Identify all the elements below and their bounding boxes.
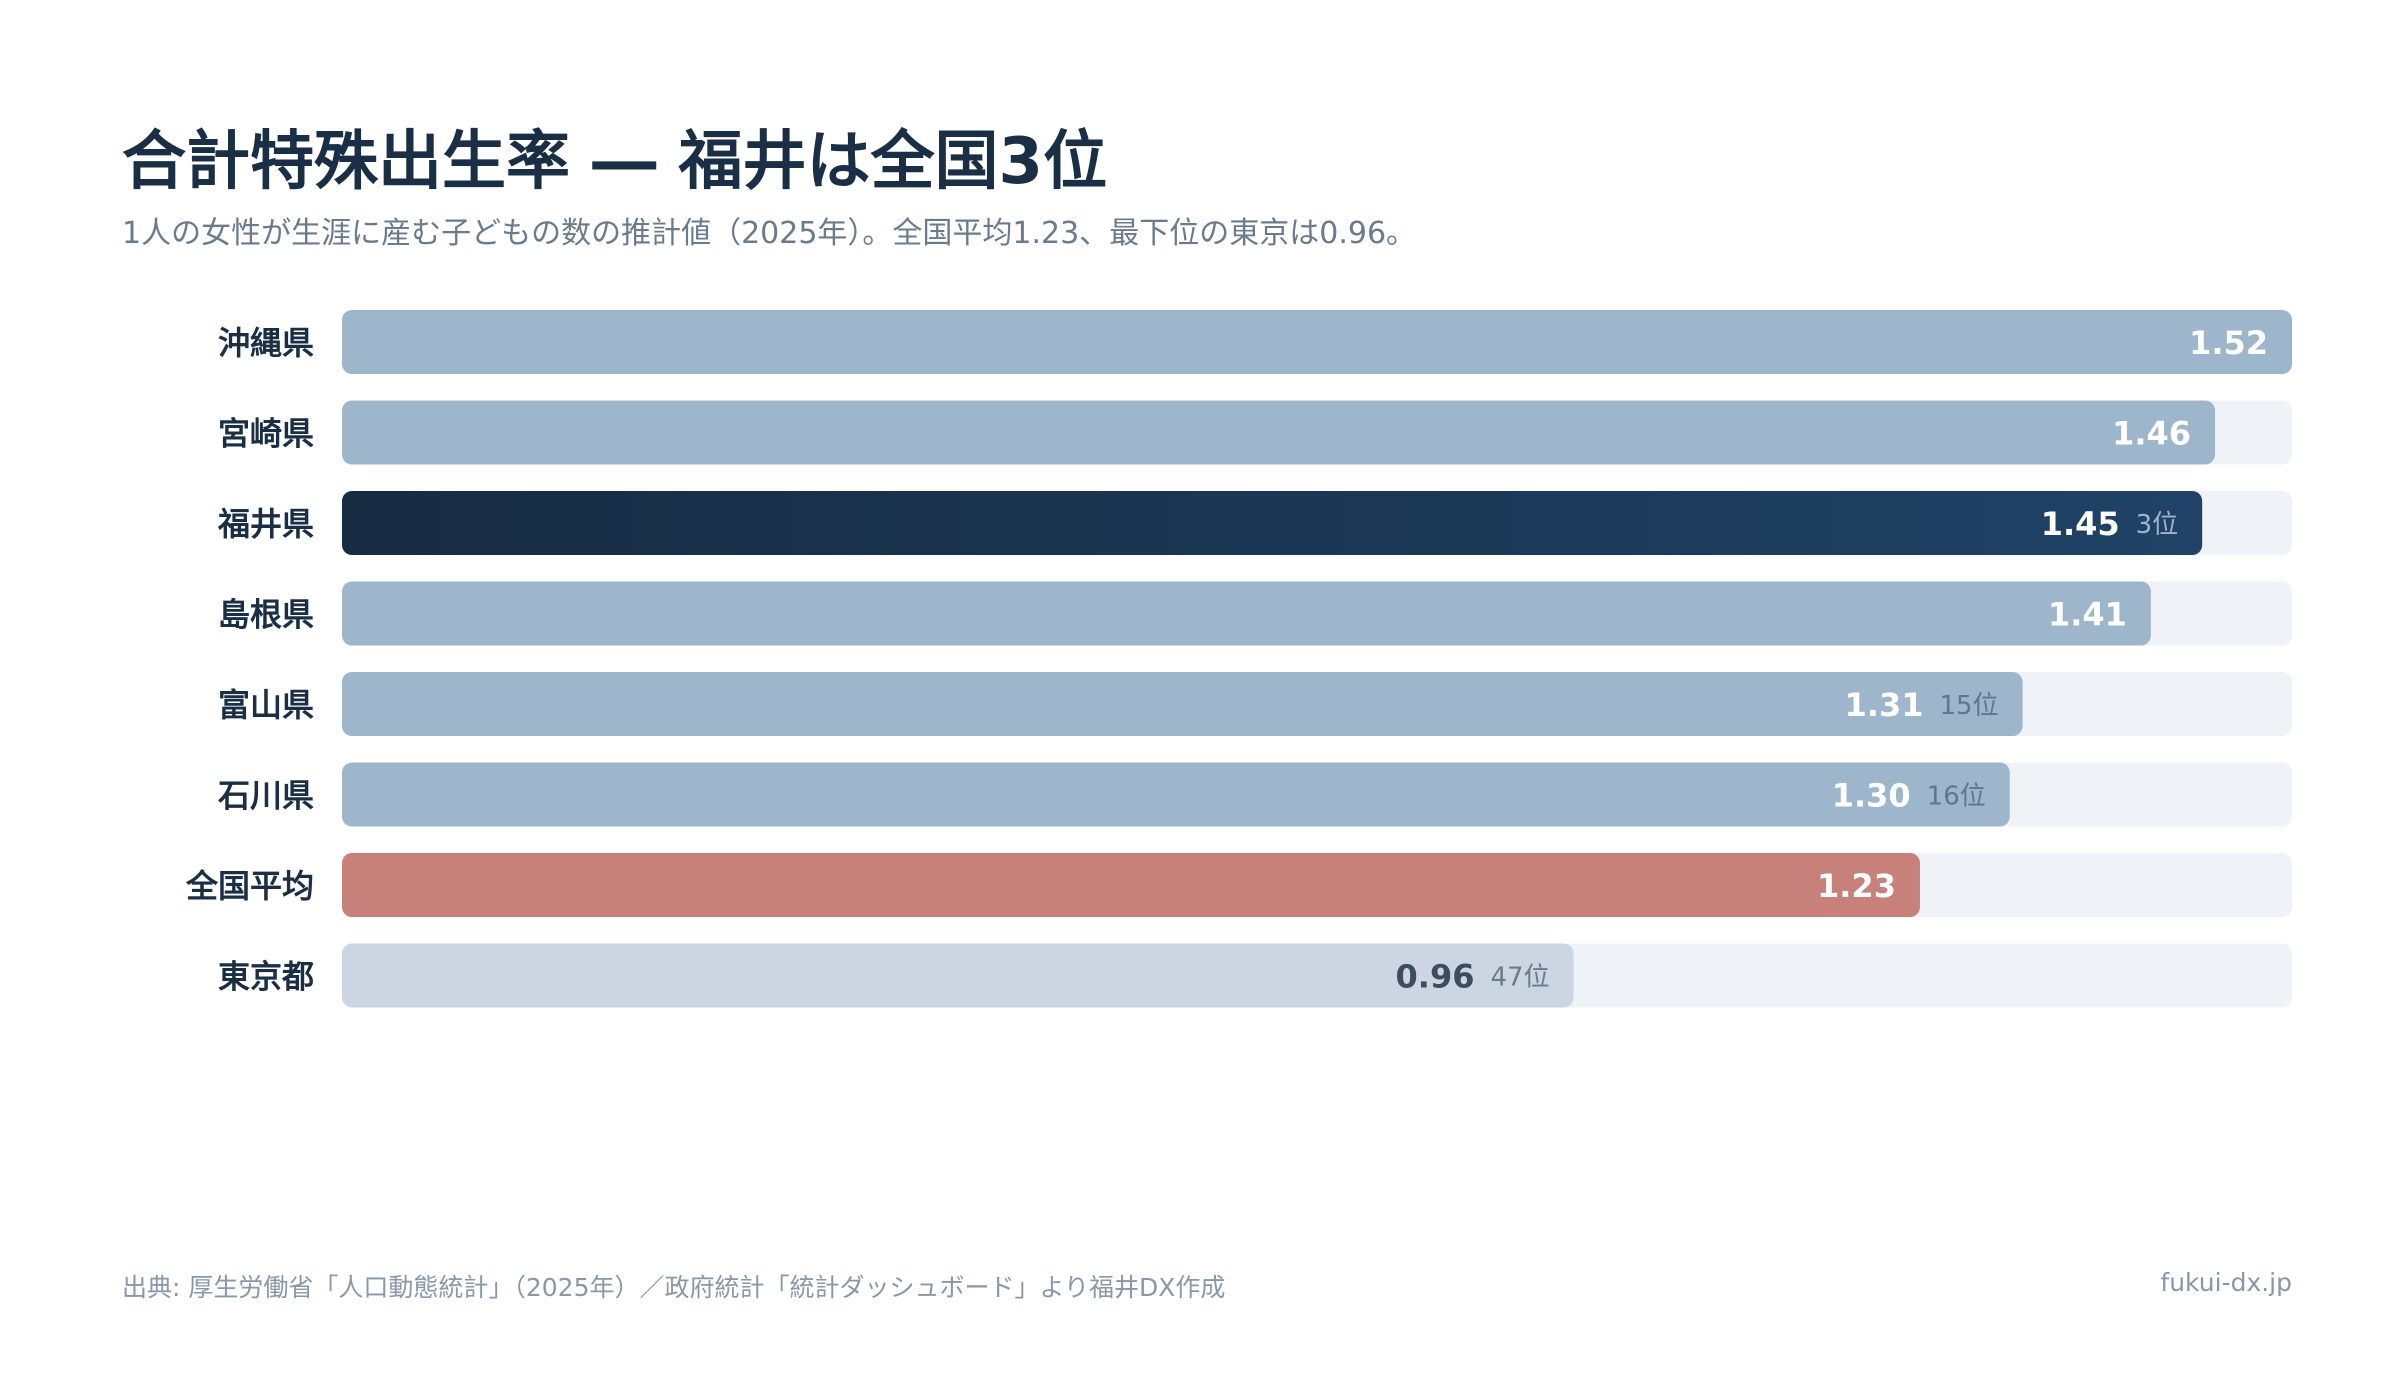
value-label: 1.46 bbox=[2112, 415, 2191, 453]
category-label: 東京都 bbox=[218, 958, 314, 996]
bars-group: 沖縄県 1.52 宮崎県 1.46 福井県 3位 1.45 島根県 1.41 富山県 15位 1.31… bbox=[185, 310, 2292, 1008]
rank-label: 47位 bbox=[1490, 963, 1549, 993]
value-label: 1.41 bbox=[2048, 596, 2127, 634]
site-domain: fukui-dx.jp bbox=[2160, 1268, 2292, 1297]
category-label: 石川県 bbox=[217, 777, 314, 815]
rank-label: 3位 bbox=[2136, 510, 2179, 540]
category-label: 富山県 bbox=[218, 686, 314, 724]
bar bbox=[342, 400, 2216, 465]
bar bbox=[342, 491, 2203, 555]
value-label: 1.52 bbox=[2189, 324, 2268, 362]
bar bbox=[342, 943, 1574, 1008]
rank-label: 15位 bbox=[1939, 691, 1998, 721]
chart-title: 合計特殊出生率 ― 福井は全国3位 bbox=[122, 125, 1108, 199]
value-label: 1.30 bbox=[1832, 777, 1911, 815]
bar bbox=[342, 581, 2151, 646]
rank-label: 16位 bbox=[1927, 782, 1986, 812]
category-label: 宮崎県 bbox=[218, 415, 314, 453]
chart-subtitle: 1人の女性が生涯に産む子どもの数の推計値（2025年）。全国平均1.23、最下位… bbox=[122, 216, 1417, 251]
category-label: 全国平均 bbox=[185, 867, 314, 905]
category-label: 沖縄県 bbox=[218, 324, 314, 362]
category-label: 福井県 bbox=[217, 505, 314, 543]
bar bbox=[342, 310, 2292, 374]
value-label: 1.45 bbox=[2041, 505, 2120, 543]
bar bbox=[342, 853, 1920, 917]
bar bbox=[342, 672, 2023, 736]
source-note: 出典: 厚生労働省「人口動態統計」（2025年）／政府統計「統計ダッシュボード」… bbox=[122, 1273, 1226, 1302]
value-label: 1.31 bbox=[1845, 686, 1924, 724]
category-label: 島根県 bbox=[218, 596, 314, 634]
bar bbox=[342, 762, 2010, 827]
value-label: 0.96 bbox=[1396, 958, 1475, 996]
value-label: 1.23 bbox=[1817, 867, 1896, 905]
